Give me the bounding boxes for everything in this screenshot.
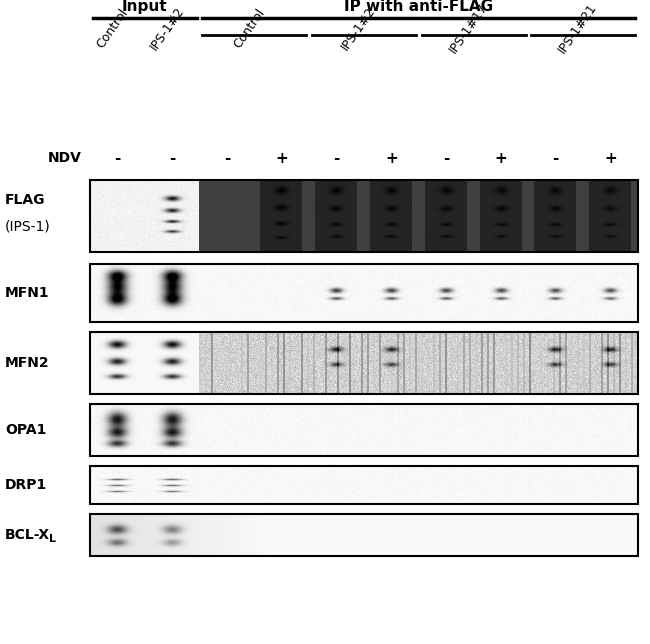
Text: +: + bbox=[604, 151, 617, 166]
Bar bbox=[90, 466, 638, 504]
Bar bbox=[90, 404, 638, 456]
Text: MFN2: MFN2 bbox=[5, 356, 49, 370]
Text: OPA1: OPA1 bbox=[5, 423, 46, 437]
Text: FLAG: FLAG bbox=[5, 193, 46, 207]
Text: NDV: NDV bbox=[48, 151, 82, 165]
Text: L: L bbox=[49, 534, 56, 544]
Text: IPS-1#21: IPS-1#21 bbox=[556, 1, 600, 55]
Bar bbox=[90, 332, 638, 394]
Text: +: + bbox=[385, 151, 398, 166]
Text: Control: Control bbox=[231, 6, 267, 50]
Text: -: - bbox=[169, 151, 176, 166]
Text: IPS-1#2: IPS-1#2 bbox=[339, 4, 378, 52]
Text: +: + bbox=[495, 151, 508, 166]
Text: -: - bbox=[114, 151, 121, 166]
Text: BCL-X: BCL-X bbox=[5, 528, 50, 542]
Text: IP with anti-FLAG: IP with anti-FLAG bbox=[344, 0, 493, 14]
Bar bbox=[90, 264, 638, 322]
Text: (IPS-1): (IPS-1) bbox=[5, 220, 51, 234]
Text: IPS-1#17: IPS-1#17 bbox=[447, 1, 490, 55]
Text: -: - bbox=[443, 151, 449, 166]
Text: MFN1: MFN1 bbox=[5, 286, 49, 300]
Text: IPS-1#2: IPS-1#2 bbox=[148, 4, 187, 52]
Bar bbox=[90, 180, 638, 252]
Text: -: - bbox=[333, 151, 340, 166]
Text: DRP1: DRP1 bbox=[5, 478, 47, 492]
Text: Input: Input bbox=[122, 0, 168, 14]
Bar bbox=[90, 514, 638, 556]
Text: Control: Control bbox=[94, 6, 131, 50]
Text: +: + bbox=[276, 151, 288, 166]
Text: -: - bbox=[224, 151, 230, 166]
Text: -: - bbox=[552, 151, 559, 166]
